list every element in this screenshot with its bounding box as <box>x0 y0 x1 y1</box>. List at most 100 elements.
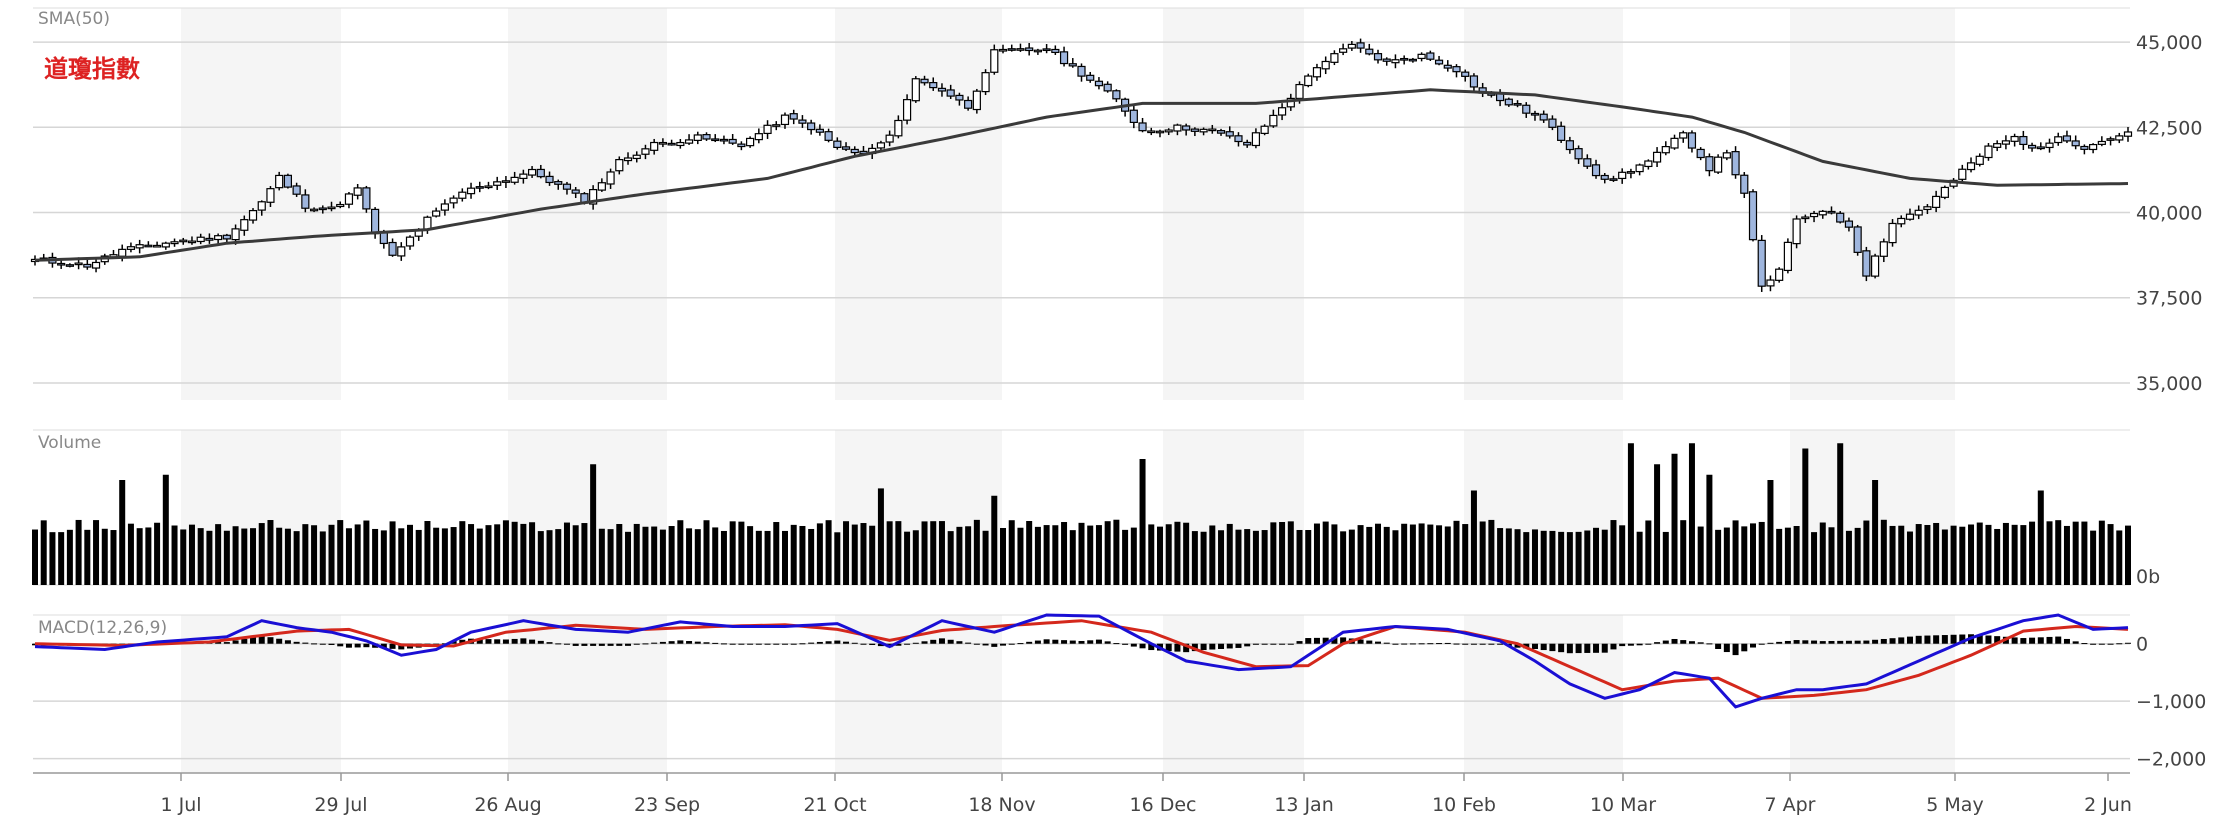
candle-body <box>1557 125 1566 141</box>
volume-bar <box>1436 525 1443 585</box>
candle-body <box>554 181 563 185</box>
candle-body <box>1321 60 1330 70</box>
volume-bar <box>424 521 431 585</box>
candle-body <box>510 176 519 183</box>
candle-body <box>1591 164 1601 177</box>
macd-histogram-bar <box>1183 643 1190 653</box>
macd-histogram-bar <box>1226 643 1233 649</box>
candle-body <box>1687 132 1697 149</box>
macd-histogram-bar <box>1104 641 1111 644</box>
candle-body <box>2054 136 2063 144</box>
price-tick-label: 37,500 <box>2136 288 2202 310</box>
volume-bar <box>1191 531 1198 585</box>
candle-body <box>484 185 493 189</box>
macd-histogram-bar <box>598 643 605 646</box>
volume-bar <box>267 520 274 585</box>
candle-body <box>2115 135 2124 141</box>
macd-panel: 0 −1,000 −2,000 <box>32 613 2206 771</box>
candle-body <box>152 244 162 248</box>
candle-body <box>1731 151 1740 176</box>
sma-line <box>34 88 2129 262</box>
candle-body <box>1618 171 1627 180</box>
volume-bar <box>1479 521 1486 585</box>
volume-bar <box>1165 524 1172 585</box>
volume-bar <box>572 525 579 585</box>
volume-bar <box>546 530 553 585</box>
volume-bar <box>2107 524 2114 585</box>
candle-body <box>362 187 371 210</box>
candle-body <box>1530 112 1540 116</box>
volume-bar <box>232 526 239 585</box>
volume-bar <box>1296 529 1303 585</box>
macd-histogram-bar <box>1767 642 1774 644</box>
candle-body <box>1173 124 1182 132</box>
candle-body <box>1513 102 1522 106</box>
volume-bar <box>433 527 440 585</box>
macd-histogram-bar <box>1340 637 1347 644</box>
volume-bar <box>1148 524 1155 585</box>
volume-bar <box>1392 530 1399 585</box>
candle-body <box>955 94 964 101</box>
volume-bar <box>1270 522 1277 585</box>
macd-histogram-bar <box>773 643 780 645</box>
candle-body <box>371 208 380 235</box>
volume-bar <box>1880 519 1887 585</box>
candle-body <box>658 141 668 145</box>
volume-bar <box>363 520 370 585</box>
volume-bar <box>1732 520 1739 585</box>
macd-histogram-bar <box>328 643 335 645</box>
volume-bar <box>1758 521 1765 585</box>
candle-body <box>929 82 938 89</box>
macd-label: MACD(12,26,9) <box>38 618 167 638</box>
x-tick-label: 10 Mar <box>1590 794 1656 816</box>
macd-histogram-bar <box>485 639 492 644</box>
candle-body <box>1094 80 1104 87</box>
candle-body <box>1025 47 1034 52</box>
volume-bar <box>2072 521 2079 585</box>
volume-bar <box>110 530 117 585</box>
volume-bar <box>180 529 187 585</box>
volume-bar <box>1584 530 1591 585</box>
macd-tick-label: 0 <box>2136 634 2148 656</box>
candle-body <box>1870 255 1880 277</box>
volume-bar <box>1566 532 1573 585</box>
macd-histogram-bar <box>476 638 483 644</box>
candle-body <box>728 138 737 144</box>
volume-bar <box>1226 523 1233 585</box>
macd-histogram-bar <box>1627 643 1634 646</box>
volume-bar <box>1898 525 1905 585</box>
macd-histogram-bar <box>1662 640 1669 644</box>
macd-histogram-bar <box>311 643 318 645</box>
candle-body <box>545 175 554 184</box>
candle-body <box>562 183 572 190</box>
candle-body <box>336 203 345 208</box>
volume-bar <box>895 521 902 585</box>
macd-histogram-bar <box>520 638 527 644</box>
volume-bar <box>1453 520 1460 585</box>
macd-histogram-bar <box>389 643 396 649</box>
volume-bar <box>590 464 597 585</box>
candle-body <box>292 185 301 195</box>
volume-bar <box>1244 529 1251 585</box>
volume-bar <box>162 474 169 585</box>
volume-bar <box>389 521 396 585</box>
volume-bar <box>345 528 352 585</box>
volume-bar <box>1671 453 1678 585</box>
candle-body <box>1714 156 1723 173</box>
volume-bar <box>1462 524 1469 585</box>
candle-body <box>1365 48 1374 55</box>
macd-histogram-bar <box>825 641 832 644</box>
volume-bar <box>1000 527 1007 585</box>
candle-body <box>1853 226 1862 253</box>
volume-bar <box>93 520 100 585</box>
macd-histogram-bar <box>529 639 536 644</box>
candle-body <box>746 137 755 147</box>
macd-histogram-bar <box>250 637 257 644</box>
candle-body <box>1243 141 1252 146</box>
volume-bar <box>633 523 640 585</box>
x-tick-label: 5 May <box>1926 794 1983 816</box>
candle-body <box>2123 131 2133 137</box>
candle-body <box>388 241 397 256</box>
candle-body <box>807 122 816 131</box>
